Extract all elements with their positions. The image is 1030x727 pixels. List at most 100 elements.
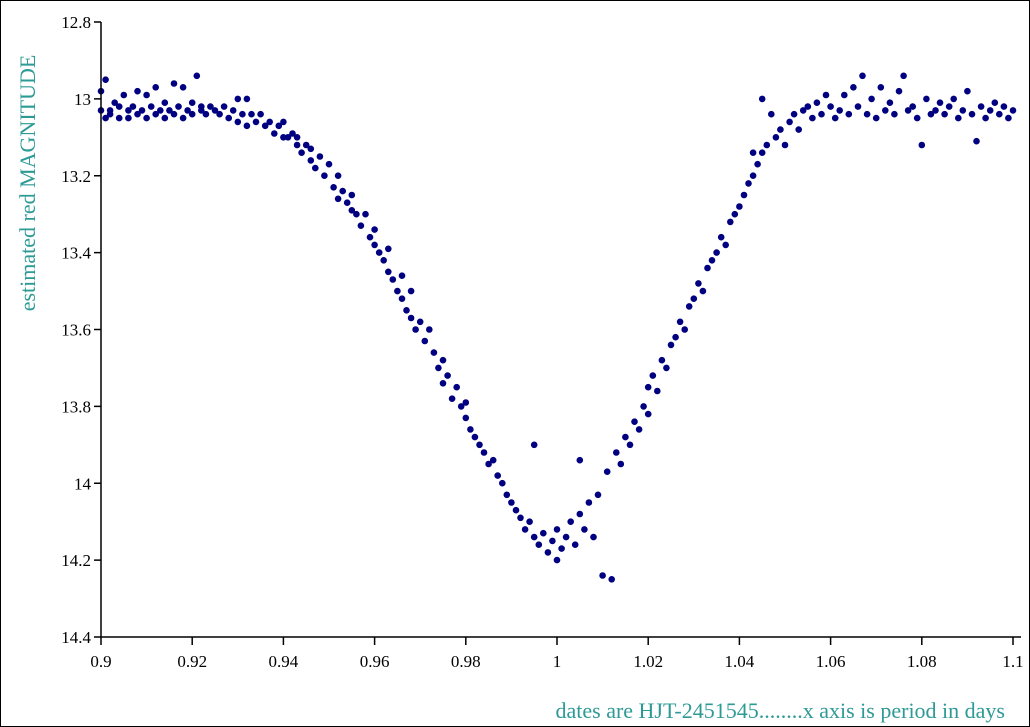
data-point	[982, 114, 989, 122]
y-ticks: 12.8 13 13.2 13.4 13.6 13.8 14 14.2 14.4	[61, 13, 101, 647]
y-tick-label: 14.4	[61, 628, 91, 647]
data-point	[307, 157, 315, 164]
data-point	[968, 110, 976, 118]
data-point	[284, 134, 292, 141]
data-point	[736, 203, 743, 210]
data-point	[841, 91, 848, 99]
data-point	[809, 114, 816, 122]
data-point	[111, 99, 118, 106]
data-point	[193, 72, 201, 80]
data-point	[964, 87, 971, 95]
data-point	[503, 491, 511, 499]
data-point	[727, 218, 734, 226]
data-point	[467, 426, 474, 433]
data-point	[143, 91, 150, 99]
data-point	[667, 341, 675, 349]
axes	[100, 22, 1021, 638]
data-point	[608, 576, 615, 583]
data-point	[699, 287, 707, 295]
data-point	[535, 541, 543, 548]
data-point	[996, 110, 1003, 118]
data-point	[781, 141, 789, 149]
data-point	[585, 499, 593, 506]
data-point	[129, 103, 137, 110]
data-point	[143, 114, 150, 122]
data-point	[175, 103, 182, 110]
data-point	[252, 118, 260, 126]
data-point	[613, 449, 620, 456]
data-point	[494, 472, 502, 479]
data-point	[941, 110, 948, 118]
data-point	[325, 160, 333, 168]
data-point	[216, 110, 223, 118]
data-point	[950, 95, 957, 103]
data-point	[188, 99, 196, 106]
x-tick-label: 0.92	[177, 652, 207, 671]
data-point	[239, 110, 246, 118]
data-point	[444, 372, 451, 379]
data-point	[293, 134, 301, 141]
data-point	[763, 141, 771, 149]
data-point	[462, 399, 470, 406]
data-point	[489, 456, 497, 464]
x-tick-label: 1	[553, 652, 562, 671]
data-point	[722, 241, 729, 249]
data-point	[339, 187, 347, 195]
data-point	[389, 276, 397, 283]
data-point	[462, 414, 470, 422]
data-point	[923, 95, 930, 103]
data-point	[863, 110, 871, 118]
y-tick-label: 14.2	[61, 551, 91, 570]
y-tick-label: 13.8	[61, 397, 91, 416]
data-point	[375, 249, 383, 256]
data-point	[302, 141, 310, 149]
data-point	[394, 287, 401, 295]
data-point	[188, 110, 196, 118]
data-point	[476, 441, 483, 449]
data-point	[266, 118, 274, 126]
data-point	[959, 107, 967, 114]
data-point	[676, 318, 684, 326]
data-point	[321, 172, 328, 179]
data-point	[594, 491, 602, 499]
data-point	[184, 107, 191, 114]
data-point	[936, 99, 944, 106]
data-point	[211, 107, 219, 114]
data-point	[758, 149, 766, 156]
data-point	[439, 356, 447, 364]
data-point	[120, 91, 128, 99]
data-point	[526, 518, 533, 525]
data-point	[530, 441, 538, 449]
data-point	[412, 326, 419, 333]
data-point	[448, 395, 456, 403]
data-point	[654, 387, 661, 395]
x-tick-label: 0.96	[360, 652, 390, 671]
data-point	[640, 403, 647, 410]
x-tick-label: 0.94	[269, 652, 299, 671]
data-point	[831, 114, 839, 122]
data-point	[530, 533, 538, 541]
data-point	[749, 172, 757, 179]
data-point	[713, 249, 720, 256]
data-point	[991, 99, 999, 106]
data-point	[622, 433, 629, 441]
data-point	[795, 126, 802, 133]
data-point	[544, 549, 552, 556]
data-point	[708, 257, 716, 264]
data-point	[512, 506, 520, 514]
data-point	[553, 556, 561, 564]
data-point	[234, 118, 242, 126]
data-point	[385, 245, 392, 253]
data-point	[243, 95, 251, 103]
data-point	[435, 364, 442, 372]
data-point	[626, 441, 634, 449]
x-ticks: 0.9 0.92 0.94 0.96 0.98 1 1.02 1.04 1.06 1.08 1.1	[90, 637, 1024, 671]
data-point	[913, 114, 921, 122]
data-point	[439, 380, 447, 387]
data-point	[147, 103, 155, 110]
x-tick-label: 1.1	[1002, 652, 1023, 671]
data-point	[138, 107, 146, 114]
data-point	[854, 103, 862, 110]
data-point	[658, 356, 666, 364]
data-point	[977, 103, 985, 110]
